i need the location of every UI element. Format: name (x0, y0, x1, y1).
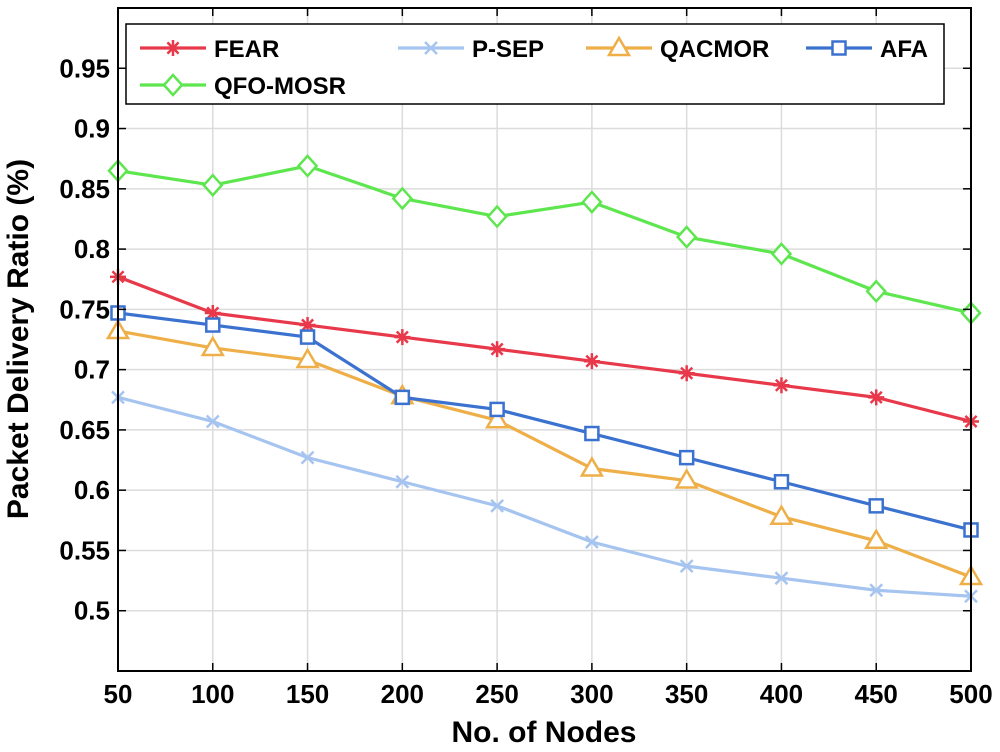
data-point-qacmor (295, 347, 320, 369)
x-tick-label: 300 (570, 679, 613, 709)
data-point-qacmor (200, 335, 225, 357)
legend-label: QFO-MOSR (214, 73, 346, 100)
data-point-qfo-mosr (675, 225, 698, 249)
y-tick-label: 0.5 (74, 596, 110, 626)
data-point-fear (773, 377, 790, 394)
data-point-fear (299, 317, 316, 334)
data-point-p-sep (205, 414, 220, 429)
data-point-qfo-mosr (770, 242, 793, 266)
legend-item-p-sep: P-SEP (398, 36, 544, 63)
series-line-qacmor (117, 329, 972, 579)
data-point-fear (868, 389, 885, 406)
x-tick-label: 500 (949, 679, 992, 709)
legend-item-afa: AFA (806, 36, 928, 63)
data-point-qfo-mosr (391, 186, 414, 211)
data-point-qacmor (674, 468, 699, 489)
data-point-fear (204, 304, 221, 321)
y-tick-label: 0.7 (74, 355, 110, 385)
data-point-qacmor (769, 504, 794, 525)
x-tick-label: 350 (665, 679, 708, 709)
x-tick-label: 150 (286, 679, 329, 709)
y-tick-label: 0.85 (59, 174, 110, 204)
y-tick-label: 0.9 (74, 114, 110, 144)
series-line-afa (117, 311, 972, 532)
legend-marker-qacmor (606, 35, 632, 57)
legend-marker-fear (165, 40, 181, 56)
legend-label: AFA (880, 36, 928, 63)
data-point-qfo-mosr (581, 190, 603, 214)
legend-box (125, 23, 945, 105)
series-line-qfo-mosr (117, 164, 972, 315)
legend-entries: FEAR P-SEP QACMOR AFA QFO-MOSR (140, 35, 928, 100)
data-point-afa (584, 425, 600, 442)
x-axis-title: No. of Nodes (452, 716, 637, 749)
legend-item-qacmor: QACMOR (586, 35, 769, 63)
x-tick-label: 400 (760, 679, 803, 709)
data-point-afa (394, 389, 411, 406)
data-point-p-sep (585, 535, 599, 549)
data-point-p-sep (395, 474, 410, 489)
legend: FEAR P-SEP QACMOR AFA QFO-MOSR (125, 23, 945, 105)
data-point-qfo-mosr (865, 279, 887, 304)
y-tick-label: 0.55 (59, 535, 110, 565)
legend-label: QACMOR (660, 36, 769, 63)
y-ticks: 0.5 0.55 0.6 0.65 0.7 0.75 0.8 0.85 0.9 0.95 (59, 53, 971, 626)
series-p-sep (111, 390, 978, 604)
x-ticks: 50 100 150 200 250 300 350 400 450 500 (104, 8, 993, 709)
data-point-afa (678, 449, 695, 466)
legend-label: P-SEP (472, 36, 544, 63)
data-point-afa (773, 473, 790, 490)
data-point-afa (205, 317, 221, 333)
y-axis-title: Packet Delivery Ratio (%) (2, 159, 35, 519)
data-point-p-sep (774, 571, 789, 586)
data-point-afa (489, 401, 505, 418)
series-qfo-mosr (107, 154, 982, 325)
data-point-qfo-mosr (202, 173, 224, 198)
y-tick-label: 0.65 (59, 415, 110, 445)
legend-marker-p-sep (424, 41, 438, 55)
data-point-qacmor (579, 456, 605, 477)
x-tick-label: 50 (104, 679, 133, 709)
series-line-p-sep (117, 395, 972, 598)
series-afa (110, 305, 979, 538)
data-point-p-sep (300, 450, 315, 465)
data-point-fear (489, 341, 506, 358)
y-tick-label: 0.8 (74, 234, 110, 264)
legend-label: FEAR (214, 36, 279, 63)
data-point-qacmor (864, 528, 889, 550)
data-point-p-sep (869, 583, 884, 598)
y-tick-label: 0.95 (59, 53, 110, 83)
data-point-p-sep (490, 498, 504, 513)
y-tick-label: 0.6 (74, 475, 110, 505)
data-point-afa (868, 498, 884, 514)
data-point-afa (299, 329, 316, 345)
data-point-p-sep (679, 559, 694, 574)
data-point-qfo-mosr (486, 204, 508, 229)
data-point-fear (583, 353, 600, 370)
data-point-qacmor (484, 407, 510, 429)
legend-item-fear: FEAR (140, 36, 279, 63)
legend-item-qfo-mosr: QFO-MOSR (140, 73, 346, 100)
x-tick-label: 100 (191, 679, 234, 709)
data-point-qfo-mosr (296, 154, 319, 178)
series-layer (105, 154, 984, 604)
data-point-fear (394, 329, 411, 346)
legend-marker-afa (831, 40, 847, 56)
x-tick-label: 450 (855, 679, 898, 709)
x-tick-label: 200 (381, 679, 424, 709)
x-tick-label: 250 (475, 679, 518, 709)
legend-marker-qfo-mosr (162, 73, 184, 97)
y-tick-label: 0.75 (59, 294, 110, 324)
data-point-fear (678, 365, 695, 382)
plot-frame (117, 7, 972, 672)
series-line-fear (117, 275, 972, 424)
